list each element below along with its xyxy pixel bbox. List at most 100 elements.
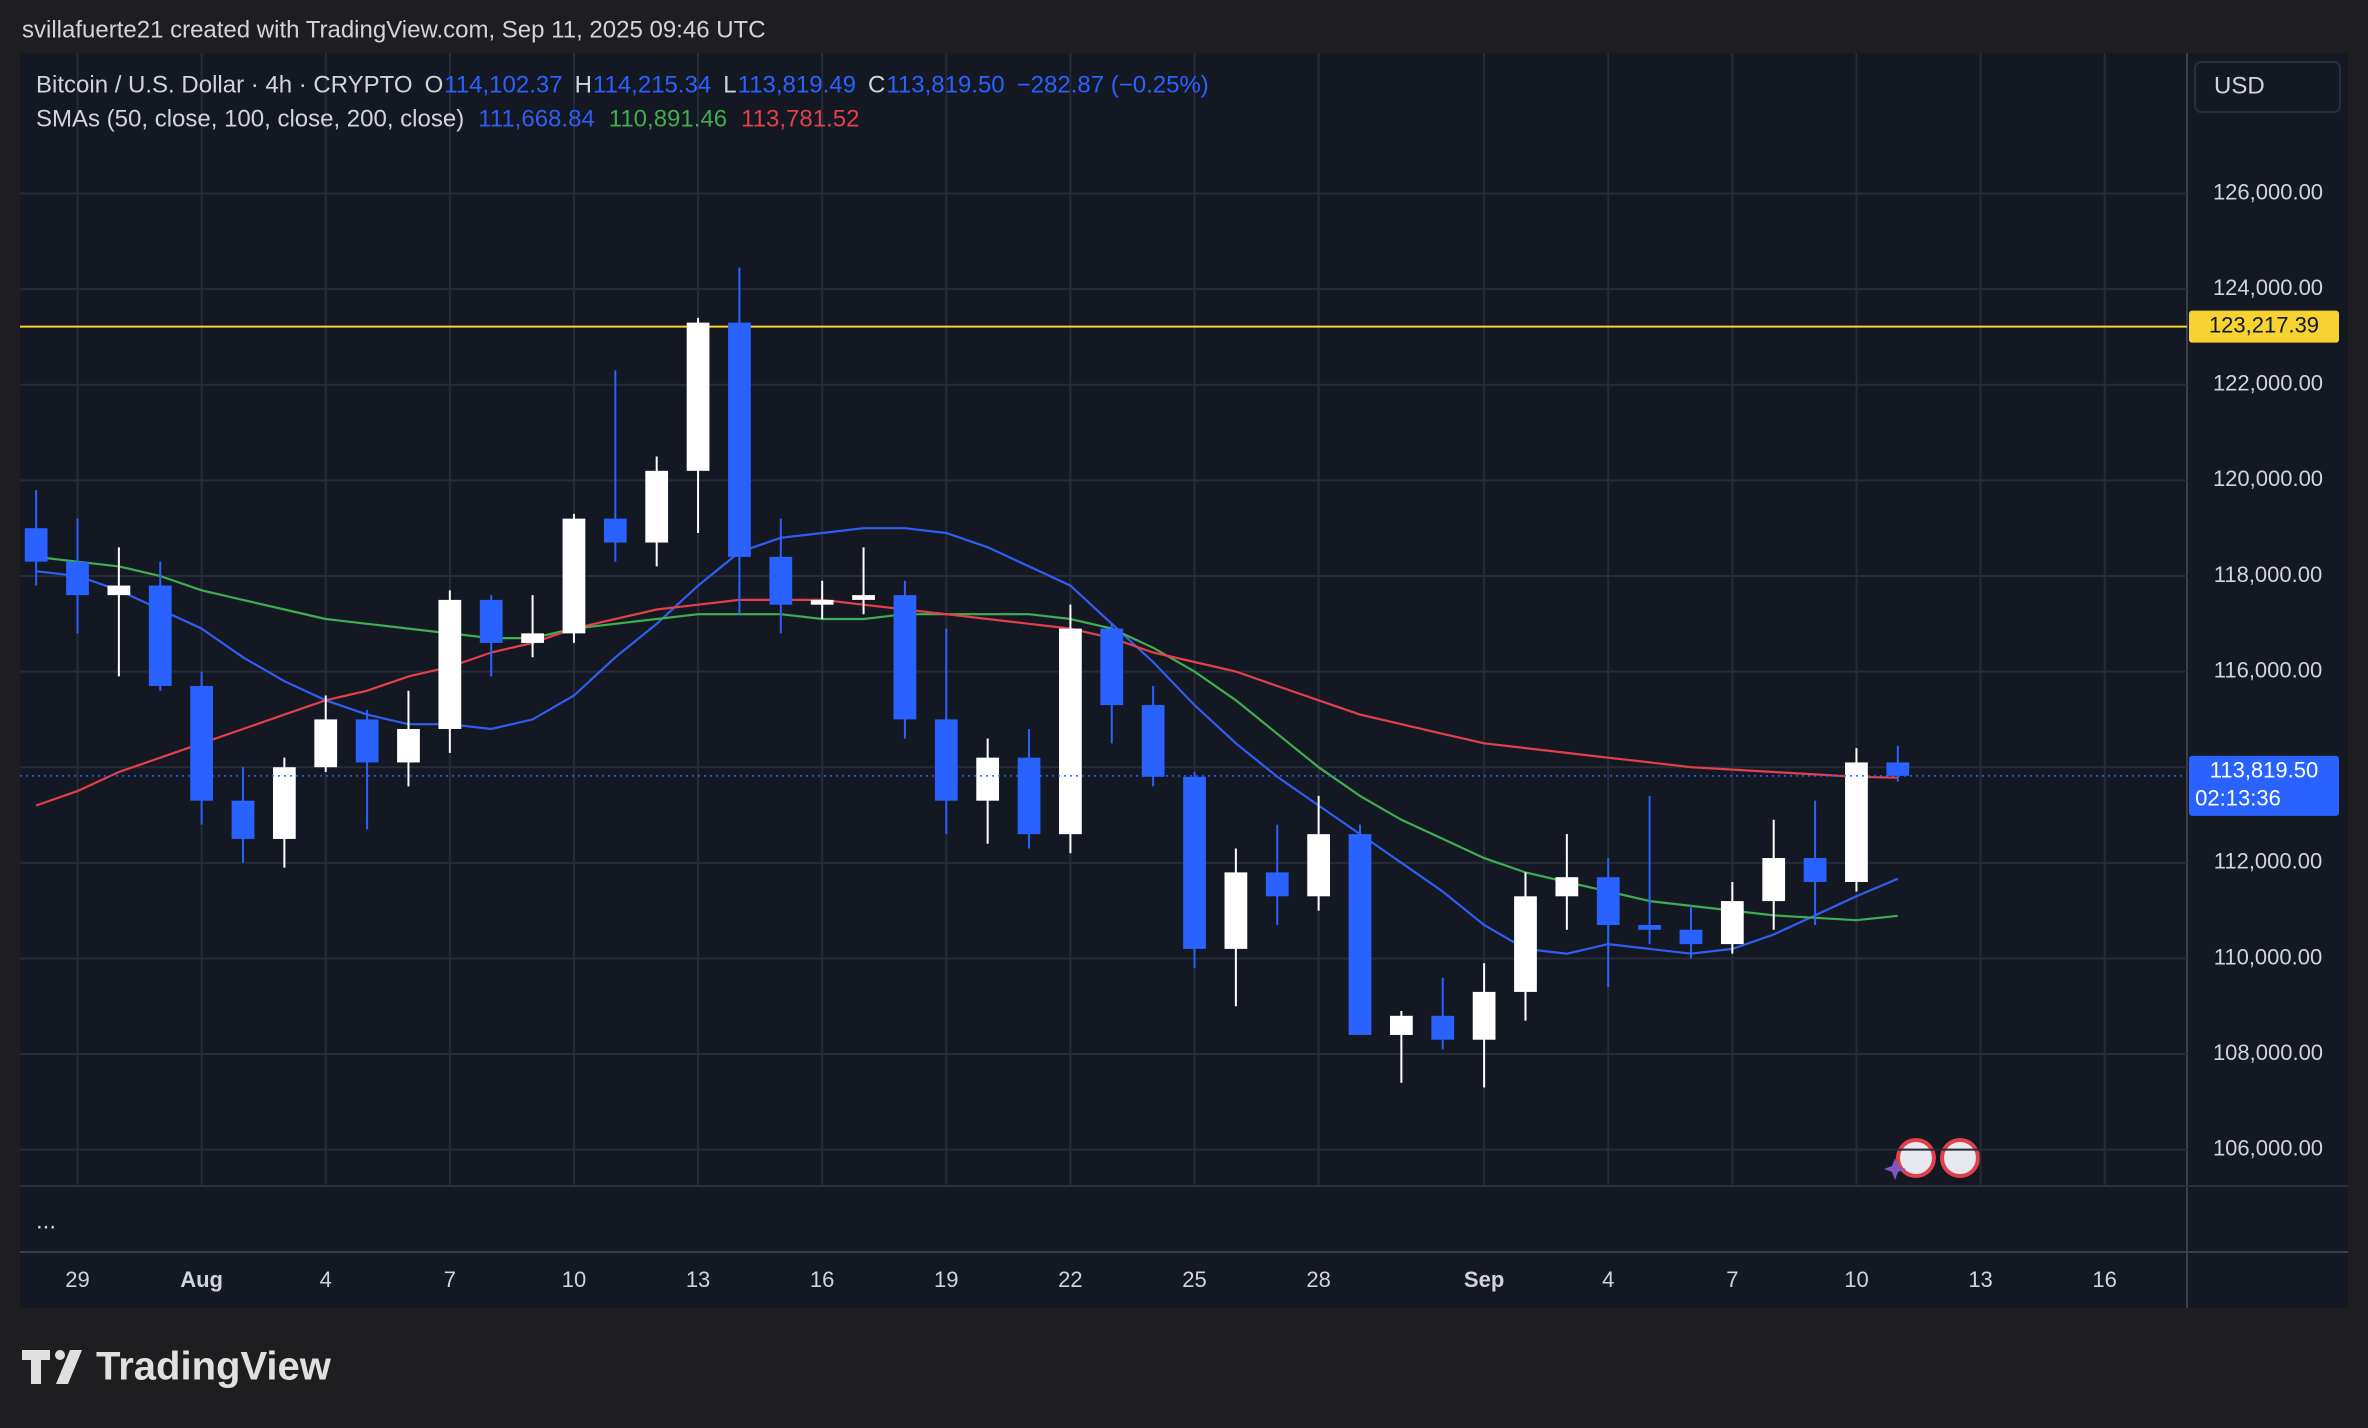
candle-body bbox=[1389, 1015, 1413, 1035]
candle-body bbox=[1265, 872, 1289, 897]
candle-body bbox=[1514, 896, 1537, 992]
plot bbox=[20, 267, 2187, 1088]
legend-ohlc-value: 114,215.34 bbox=[593, 71, 711, 98]
sma-line bbox=[35, 555, 1898, 922]
x-tick-label: 7 bbox=[1726, 1267, 1738, 1292]
countdown-label: 02:13:36 bbox=[2195, 786, 2281, 811]
candle-body bbox=[1141, 705, 1165, 777]
labels: 106,000.00 108,000.00 110,000.00 112,000.00… bbox=[36, 71, 2339, 1292]
legend-sma-value: 111,668.84 bbox=[478, 105, 595, 132]
candle-body bbox=[562, 518, 586, 634]
candle-body bbox=[1348, 834, 1372, 1035]
candle-body bbox=[479, 599, 503, 643]
candle-body bbox=[1638, 924, 1661, 930]
y-tick-label: 108,000.00 bbox=[2213, 1040, 2323, 1065]
x-tick-label: 28 bbox=[1306, 1267, 1330, 1292]
candle-body bbox=[645, 470, 669, 543]
logo-mark bbox=[55, 1350, 65, 1360]
candle-body bbox=[355, 719, 379, 763]
x-tick-label: 25 bbox=[1182, 1267, 1206, 1292]
candle-body bbox=[686, 322, 710, 471]
logo-mark bbox=[56, 1350, 82, 1384]
candle-body bbox=[148, 585, 172, 686]
brand-name: TradingView bbox=[96, 1345, 332, 1389]
x-tick-label: 10 bbox=[1844, 1267, 1868, 1292]
event-flag[interactable] bbox=[1940, 1138, 1980, 1178]
candle-body bbox=[1679, 929, 1703, 945]
candle-body bbox=[1886, 762, 1910, 776]
x-tick-label: 10 bbox=[562, 1267, 586, 1292]
y-tick-label: 118,000.00 bbox=[2214, 562, 2322, 587]
level-label-box bbox=[2189, 310, 2339, 343]
x-tick-label: Aug bbox=[180, 1267, 223, 1292]
x-tick-label: 16 bbox=[810, 1267, 834, 1292]
candle-body bbox=[231, 800, 255, 839]
legend-ohlc-key: H bbox=[575, 71, 592, 98]
x-tick-label: 16 bbox=[2092, 1267, 2116, 1292]
y-tick-label: 126,000.00 bbox=[2213, 179, 2323, 204]
candle-body bbox=[107, 585, 131, 596]
candle-body bbox=[728, 322, 751, 557]
candle-body bbox=[190, 685, 213, 801]
legend-ohlc-key: O bbox=[425, 71, 444, 98]
brand-logo bbox=[22, 1350, 82, 1384]
candle-body bbox=[314, 719, 338, 768]
logo-mark bbox=[22, 1350, 50, 1384]
y-tick-label: 124,000.00 bbox=[2213, 275, 2323, 300]
candle-body bbox=[1596, 877, 1620, 925]
last-price-label: 113,819.50 bbox=[2210, 758, 2318, 783]
candle-body bbox=[810, 599, 834, 605]
y-tick-label: 110,000.00 bbox=[2214, 944, 2322, 969]
y-tick-label: 120,000.00 bbox=[2213, 466, 2323, 491]
level-label: 123,217.39 bbox=[2209, 312, 2319, 337]
header-title: svillafuerte21 created with TradingView.… bbox=[22, 16, 766, 43]
more-button[interactable]: ... bbox=[36, 1207, 56, 1234]
candle-body bbox=[1762, 858, 1786, 902]
candle-body bbox=[1183, 776, 1206, 949]
sma-line bbox=[35, 527, 1899, 955]
x-tick-label: Sep bbox=[1464, 1267, 1504, 1292]
legend-ohlc-value: 113,819.49 bbox=[738, 71, 856, 98]
x-tick-label: 4 bbox=[320, 1267, 332, 1292]
candle-body bbox=[976, 757, 1000, 801]
x-tick-label: 4 bbox=[1602, 1267, 1614, 1292]
candle-body bbox=[934, 719, 958, 801]
candle-body bbox=[1720, 901, 1744, 945]
candle-body bbox=[1017, 757, 1041, 835]
candle-body bbox=[769, 556, 793, 605]
candle-body bbox=[1803, 858, 1827, 882]
legend-ohlc-value: 113,819.50 bbox=[886, 71, 1004, 98]
candle-body bbox=[1472, 991, 1496, 1040]
candle-body bbox=[521, 633, 544, 643]
last-price-box bbox=[2189, 755, 2339, 816]
candle-body bbox=[1100, 628, 1124, 706]
candle-body bbox=[272, 767, 296, 839]
candle-body bbox=[24, 528, 48, 562]
currency-label[interactable]: USD bbox=[2214, 72, 2265, 99]
legend-ohlc-key: L bbox=[723, 71, 736, 98]
candle-body bbox=[1224, 872, 1248, 949]
candle-body bbox=[1845, 762, 1868, 882]
legend-ohlc-key: C bbox=[868, 71, 885, 98]
candle-body bbox=[852, 595, 875, 600]
legend-change: −282.87 (−0.25%) bbox=[1017, 71, 1209, 98]
x-tick-label: 13 bbox=[686, 1267, 710, 1292]
event-flag[interactable] bbox=[1896, 1138, 1936, 1178]
y-tick-label: 122,000.00 bbox=[2213, 371, 2323, 396]
sma-line bbox=[35, 598, 1898, 807]
y-tick-label: 112,000.00 bbox=[2214, 849, 2322, 874]
currency-button[interactable] bbox=[2194, 61, 2341, 113]
legend-sma-label: SMAs (50, close, 100, close, 200, close) bbox=[36, 105, 464, 132]
candle-body bbox=[893, 595, 917, 720]
legend-sma-value: 113,781.52 bbox=[741, 105, 859, 132]
candle-body bbox=[1307, 834, 1331, 897]
candle-body bbox=[438, 599, 462, 729]
candle-body bbox=[1555, 877, 1579, 897]
x-tick-label: 29 bbox=[65, 1267, 89, 1292]
candle-body bbox=[1431, 1015, 1455, 1040]
candle-body bbox=[603, 518, 627, 543]
x-tick-label: 22 bbox=[1058, 1267, 1082, 1292]
legend-ohlc-value: 114,102.37 bbox=[444, 71, 562, 98]
